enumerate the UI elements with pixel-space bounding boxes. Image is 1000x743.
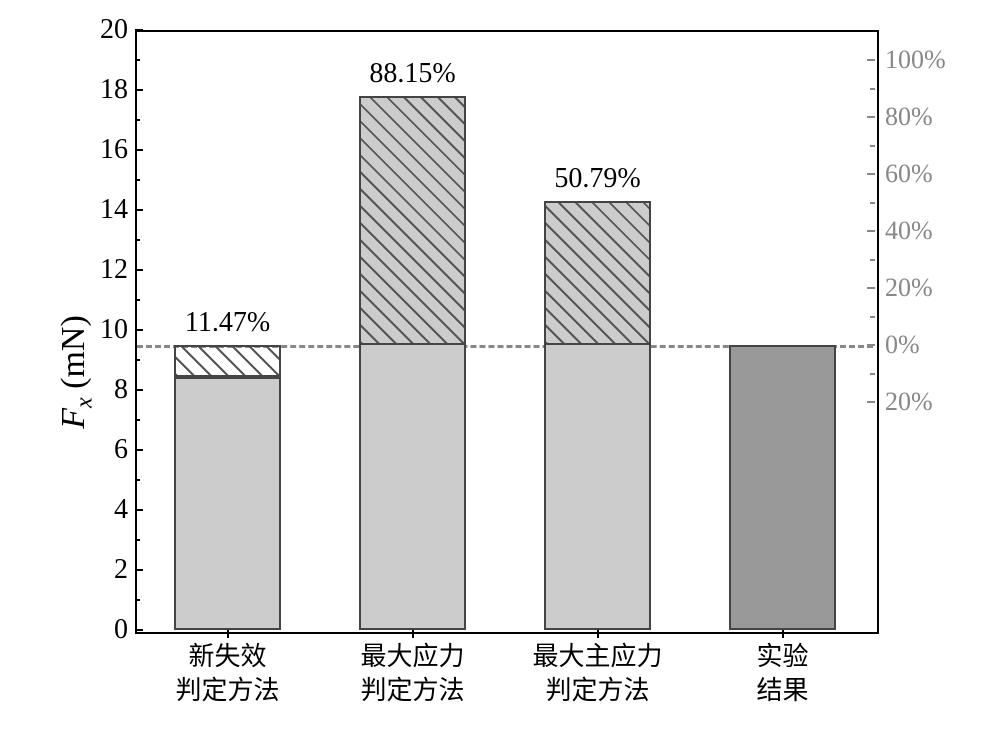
y-right-tick-label: 60% — [885, 159, 965, 189]
y-left-minor-tick — [135, 299, 140, 301]
x-tick-mark — [412, 630, 414, 638]
x-category-label: 最大主应力判定方法 — [523, 640, 673, 708]
y-left-tick-mark — [135, 629, 143, 631]
y-right-minor-tick — [870, 88, 875, 90]
bar-value-label: 11.47% — [185, 307, 270, 339]
y-right-tick-label: 0% — [885, 330, 965, 360]
bar-hatch — [359, 96, 466, 345]
y-right-minor-tick — [870, 259, 875, 261]
y-left-tick-mark — [135, 329, 143, 331]
y-right-minor-tick — [870, 373, 875, 375]
y-left-minor-tick — [135, 419, 140, 421]
y-left-tick-mark — [135, 29, 143, 31]
x-category-label: 实验结果 — [708, 640, 858, 708]
bar — [174, 377, 281, 631]
y-left-minor-tick — [135, 59, 140, 61]
y-left-tick-label: 16 — [78, 134, 128, 166]
y-right-tick-label: 40% — [885, 216, 965, 246]
y-right-tick-label: 100% — [885, 45, 965, 75]
bar-hatch — [544, 201, 651, 345]
y-left-minor-tick — [135, 479, 140, 481]
y-left-tick-label: 4 — [78, 494, 128, 526]
y-left-minor-tick — [135, 539, 140, 541]
y-right-tick-label: 20% — [885, 387, 965, 417]
y-left-tick-label: 18 — [78, 74, 128, 106]
y-left-tick-mark — [135, 569, 143, 571]
x-tick-mark — [597, 630, 599, 638]
y-right-tick-mark — [867, 287, 875, 289]
chart-container: Fx (mN) 相对误差 024681012141618200%20%20%40… — [0, 0, 1000, 743]
y-right-minor-tick — [870, 316, 875, 318]
y-left-tick-mark — [135, 149, 143, 151]
bar-value-label: 50.79% — [554, 163, 640, 195]
y-left-tick-label: 14 — [78, 194, 128, 226]
y-left-minor-tick — [135, 239, 140, 241]
y-right-tick-label: 20% — [885, 273, 965, 303]
y-left-tick-label: 20 — [78, 14, 128, 46]
x-category-label: 新失效判定方法 — [153, 640, 303, 708]
y-right-axis-label: 相对误差 — [996, 307, 1000, 435]
y-right-minor-tick — [870, 202, 875, 204]
y-left-tick-label: 2 — [78, 554, 128, 586]
bar-value-label: 88.15% — [369, 58, 455, 90]
y-left-tick-mark — [135, 389, 143, 391]
y-left-tick-label: 0 — [78, 614, 128, 646]
y-left-minor-tick — [135, 119, 140, 121]
y-right-tick-mark — [867, 173, 875, 175]
y-left-tick-label: 10 — [78, 314, 128, 346]
x-tick-mark — [227, 630, 229, 638]
y-left-minor-tick — [135, 179, 140, 181]
x-tick-mark — [782, 630, 784, 638]
bar — [729, 345, 836, 630]
y-left-tick-label: 12 — [78, 254, 128, 286]
y-right-tick-mark — [867, 59, 875, 61]
y-left-tick-mark — [135, 209, 143, 211]
y-right-tick-mark — [867, 116, 875, 118]
y-left-main: F — [55, 408, 92, 429]
y-left-tick-label: 6 — [78, 434, 128, 466]
y-left-tick-mark — [135, 449, 143, 451]
y-right-tick-mark — [867, 401, 875, 403]
y-left-minor-tick — [135, 359, 140, 361]
y-left-tick-label: 8 — [78, 374, 128, 406]
y-left-tick-mark — [135, 269, 143, 271]
x-category-label: 最大应力判定方法 — [338, 640, 488, 708]
y-left-tick-mark — [135, 89, 143, 91]
y-right-minor-tick — [870, 145, 875, 147]
y-left-tick-mark — [135, 509, 143, 511]
y-left-minor-tick — [135, 599, 140, 601]
y-right-tick-label: 80% — [885, 102, 965, 132]
y-right-tick-mark — [867, 230, 875, 232]
bar-hatch — [174, 345, 281, 377]
